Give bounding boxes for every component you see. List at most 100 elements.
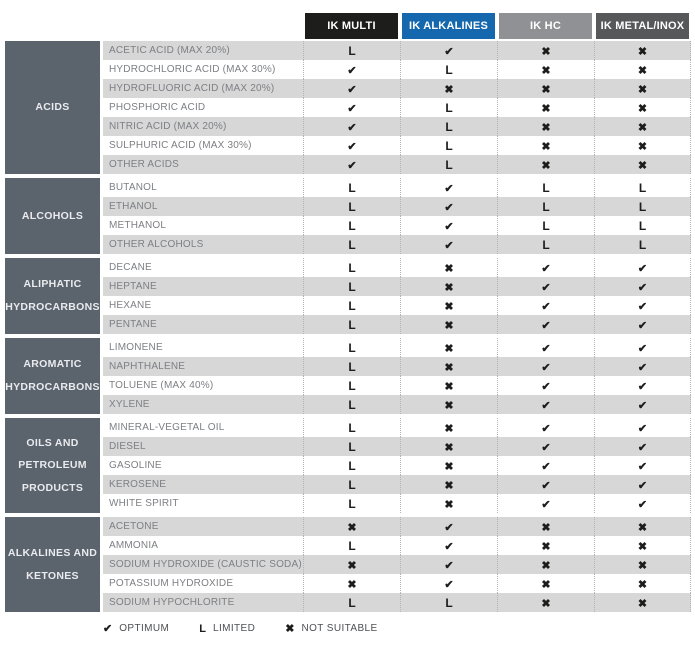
chemical-name: PENTANE <box>109 319 157 330</box>
rating-cell: ✔ <box>594 475 691 494</box>
cross-icon: ✖ <box>541 122 551 134</box>
rating-cell: L <box>400 593 497 612</box>
rating-cell: ✔ <box>497 277 594 296</box>
category-label: ACIDS <box>5 41 100 174</box>
chemical-name: SODIUM HYPOCHLORITE <box>109 597 235 608</box>
rating-cell: L <box>497 216 594 235</box>
check-icon: ✔ <box>637 381 648 393</box>
chemical-name: ETHANOL <box>109 201 158 212</box>
rating-cell: L <box>400 136 497 155</box>
legend-item: L LIMITED <box>199 623 255 635</box>
limited-marker: L <box>348 421 356 435</box>
limited-marker: L <box>348 459 356 473</box>
rating-cell: ✔ <box>594 258 691 277</box>
table-row: WHITE SPIRIT L ✖ ✔ ✔ <box>103 494 691 513</box>
rating-cell: L <box>303 418 400 437</box>
table-row: GASOLINE L ✖ ✔ ✔ <box>103 456 691 475</box>
chemical-name: AMMONIA <box>109 540 159 551</box>
rating-cell: L <box>497 178 594 197</box>
rating-cell: L <box>303 593 400 612</box>
check-icon: ✔ <box>347 160 357 172</box>
check-icon: ✔ <box>347 103 357 115</box>
chemical-name: ACETONE <box>109 521 159 532</box>
table-row: OTHER ALCOHOLS L ✔ L L <box>103 235 691 254</box>
limited-marker: L <box>348 280 356 294</box>
rating-cell: ✖ <box>303 574 400 593</box>
limited-marker: L <box>638 200 647 214</box>
section: ALIPHATIC HYDROCARBONS DECANE L ✖ ✔ ✔ HEPTA… <box>5 258 695 334</box>
table-row: ETHANOL L ✔ L L <box>103 197 691 216</box>
check-icon: ✔ <box>637 362 648 374</box>
rating-cell: ✖ <box>497 41 594 60</box>
limited-marker: L <box>348 440 356 454</box>
limited-marker: L <box>638 238 647 252</box>
rating-cell: L <box>303 437 400 456</box>
rating-cell: L <box>303 395 400 414</box>
rating-cell: ✖ <box>400 418 497 437</box>
rating-cell: ✖ <box>497 517 594 536</box>
check-icon: ✔ <box>347 122 357 134</box>
rating-cell: ✔ <box>303 155 400 174</box>
rating-cell: ✔ <box>497 357 594 376</box>
rating-cell: ✖ <box>594 98 691 117</box>
limited-marker: L <box>638 181 647 195</box>
rating-cell: ✖ <box>400 338 497 357</box>
rating-cell: ✔ <box>400 574 497 593</box>
section: ACIDS ACETIC ACID (MAX 20%) L ✔ ✖ ✖ HYDROCH… <box>5 41 695 174</box>
rating-cell: ✖ <box>400 494 497 513</box>
rating-cell: L <box>594 178 691 197</box>
rating-cell: ✖ <box>497 155 594 174</box>
rating-cell: ✖ <box>594 60 691 79</box>
chemical-name: HYDROFLUORIC ACID (MAX 20%) <box>109 83 275 94</box>
limited-marker: L <box>199 622 206 635</box>
cross-icon: ✖ <box>637 560 648 572</box>
cross-icon: ✖ <box>637 541 648 553</box>
cross-icon: ✖ <box>444 381 454 393</box>
rating-cell: ✔ <box>303 136 400 155</box>
check-icon: ✔ <box>637 263 648 275</box>
rating-cell: ✔ <box>400 197 497 216</box>
rating-cell: ✔ <box>400 41 497 60</box>
cross-icon: ✖ <box>637 141 648 153</box>
check-icon: ✔ <box>637 282 648 294</box>
rating-cell: ✖ <box>497 574 594 593</box>
rating-cell: ✖ <box>400 315 497 334</box>
rating-cell: ✖ <box>594 593 691 612</box>
section-rows: DECANE L ✖ ✔ ✔ HEPTANE L ✖ ✔ ✔ HEXANE L ✖ ✔ ✔ PEN… <box>103 258 691 334</box>
category-label: OILS AND PETROLEUM PRODUCTS <box>5 418 100 513</box>
cross-icon: ✖ <box>637 122 648 134</box>
check-icon: ✔ <box>541 343 551 355</box>
limited-marker: L <box>348 44 356 58</box>
section-rows: ACETONE ✖ ✔ ✖ ✖ AMMONIA L ✔ ✖ ✖ SODIUM HYDROXI… <box>103 517 691 612</box>
rating-cell: ✖ <box>303 555 400 574</box>
rating-cell: ✔ <box>400 517 497 536</box>
table-row: KEROSENE L ✖ ✔ ✔ <box>103 475 691 494</box>
cross-icon: ✖ <box>444 320 454 332</box>
rating-cell: L <box>400 60 497 79</box>
category-label: ALCOHOLS <box>5 178 100 254</box>
rating-cell: ✖ <box>400 258 497 277</box>
limited-marker: L <box>348 318 356 332</box>
rating-cell: ✔ <box>594 296 691 315</box>
rating-cell: ✖ <box>594 117 691 136</box>
check-icon: ✔ <box>637 461 648 473</box>
limited-marker: L <box>445 139 453 153</box>
section-rows: BUTANOL L ✔ L L ETHANOL L ✔ L L METHANOL L ✔ L L … <box>103 178 691 254</box>
cross-icon: ✖ <box>444 343 454 355</box>
table-row: ACETIC ACID (MAX 20%) L ✔ ✖ ✖ <box>103 41 691 60</box>
rating-cell: ✖ <box>594 41 691 60</box>
rating-cell: ✖ <box>400 395 497 414</box>
cross-icon: ✖ <box>347 579 357 591</box>
limited-marker: L <box>348 181 356 195</box>
rating-cell: ✔ <box>497 475 594 494</box>
check-icon: ✔ <box>541 282 551 294</box>
column-headers: IK MULTI IK ALKALINES IK HC IK METAL/INOX <box>303 13 695 39</box>
table-row: SULPHURIC ACID (MAX 30%) ✔ L ✖ ✖ <box>103 136 691 155</box>
cross-icon: ✖ <box>444 499 454 511</box>
rating-cell: L <box>303 357 400 376</box>
chemical-name: XYLENE <box>109 399 150 410</box>
rating-cell: ✔ <box>594 494 691 513</box>
rating-cell: ✖ <box>594 555 691 574</box>
table-row: MINERAL-VEGETAL OIL L ✖ ✔ ✔ <box>103 418 691 437</box>
rating-cell: ✖ <box>594 574 691 593</box>
